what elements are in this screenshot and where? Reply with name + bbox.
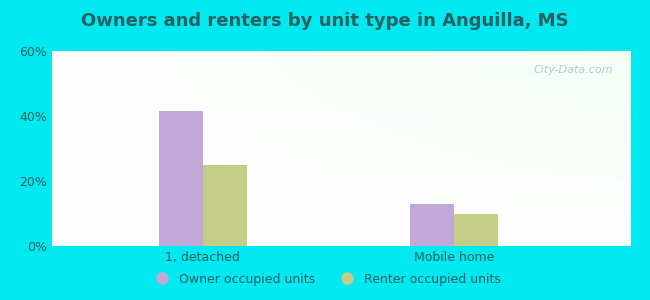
Bar [454,214,499,246]
Bar [203,165,247,246]
Text: Owners and renters by unit type in Anguilla, MS: Owners and renters by unit type in Angui… [81,12,569,30]
Legend: Owner occupied units, Renter occupied units: Owner occupied units, Renter occupied un… [144,268,506,291]
Text: City-Data.com: City-Data.com [534,64,613,75]
Bar [410,204,454,246]
Bar [159,111,203,246]
